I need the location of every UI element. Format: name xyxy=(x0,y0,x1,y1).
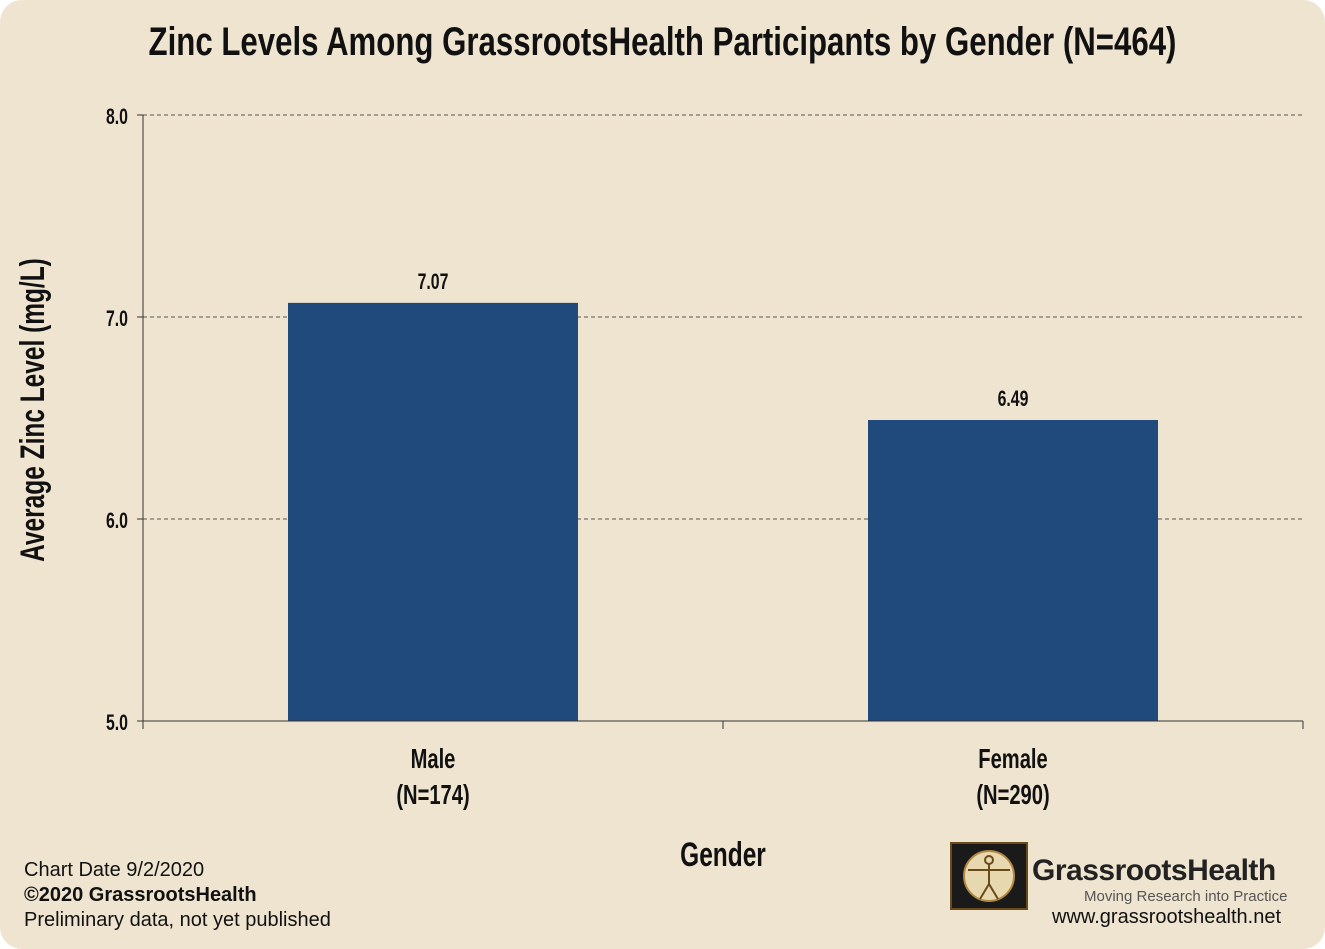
chart-title: Zinc Levels Among GrassrootsHealth Parti… xyxy=(148,20,1177,64)
data-label: 7.07 xyxy=(418,270,449,294)
footer: Chart Date 9/2/2020 ©2020 GrassrootsHeal… xyxy=(24,858,331,933)
y-tick-label: 5.0 xyxy=(106,712,128,736)
y-tick-label: 6.0 xyxy=(106,510,128,534)
x-axis-title: Gender xyxy=(680,836,766,874)
y-tick-label: 7.0 xyxy=(106,308,128,332)
logo-tagline: Moving Research into Practice xyxy=(1084,888,1288,905)
x-category-sublabel: (N=290) xyxy=(976,780,1049,811)
data-note: Preliminary data, not yet published xyxy=(24,909,331,931)
grassrootshealth-logo: GrassrootsHealth Moving Research into Pr… xyxy=(950,842,1310,937)
bar-male xyxy=(288,302,578,721)
x-category-sublabel: (N=174) xyxy=(396,780,469,811)
y-axis-title: Average Zinc Level (mg/L) xyxy=(14,258,52,562)
logo-name: GrassrootsHealth xyxy=(1032,854,1276,887)
bar-female xyxy=(868,420,1158,721)
y-tick-label: 8.0 xyxy=(106,106,128,130)
x-category-label: Female xyxy=(978,744,1047,775)
chart-date: Chart Date 9/2/2020 xyxy=(24,859,205,881)
data-label: 6.49 xyxy=(998,388,1029,412)
logo-url: www.grassrootshealth.net xyxy=(1052,906,1282,928)
vitruvian-man-icon xyxy=(950,842,1028,910)
x-category-label: Male xyxy=(411,744,456,775)
copyright: ©2020 GrassrootsHealth xyxy=(24,884,257,906)
